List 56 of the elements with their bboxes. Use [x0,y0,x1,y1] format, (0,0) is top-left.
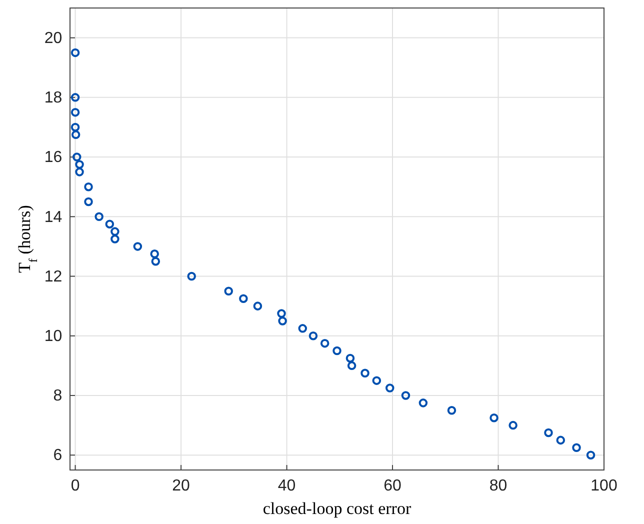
point [133,242,142,251]
point [75,168,84,176]
point [347,361,356,370]
point [544,428,553,438]
point [105,220,114,228]
y-tick-label: 16 [44,149,62,166]
point [278,316,287,326]
point [346,354,355,363]
point [150,250,159,258]
point [71,130,80,140]
x-tick-label: 0 [70,478,80,495]
y-tick-label: 20 [44,30,62,47]
point [277,309,286,318]
point [70,122,80,132]
point [110,234,120,244]
point [70,108,80,117]
y-tick-label: 6 [53,447,62,464]
point [70,48,80,58]
point [372,376,382,385]
point [572,443,581,452]
point [75,160,84,169]
y-tick-label: 8 [53,388,62,405]
x-tick-label: 60 [384,478,402,495]
point [586,450,596,460]
x-axis-title: closed-loop cost error [262,499,412,518]
point [447,406,456,415]
point [508,420,518,430]
point [418,398,428,408]
point [110,227,120,236]
point [320,338,330,348]
point [360,368,370,378]
y-tick-label: 18 [44,90,62,107]
x-tick-label: 80 [489,478,508,495]
x-tick-label: 20 [172,478,190,495]
y-tick-label: 10 [44,328,62,345]
point [401,391,410,400]
x-tick-label: 40 [278,478,296,495]
point [70,93,80,102]
point [84,182,93,192]
x-tick-label: 100 [590,478,618,495]
point [239,294,248,303]
point [72,152,82,162]
point [490,413,498,422]
point [298,324,308,333]
point [385,384,394,392]
point [94,212,104,222]
y-tick-label: 12 [44,268,62,286]
point [253,302,262,310]
point [151,256,160,266]
y-tick-label: 14 [44,208,62,226]
point [224,286,233,296]
point [187,272,196,281]
point [556,436,566,445]
point [332,346,342,356]
point [308,331,318,340]
point [84,197,93,206]
